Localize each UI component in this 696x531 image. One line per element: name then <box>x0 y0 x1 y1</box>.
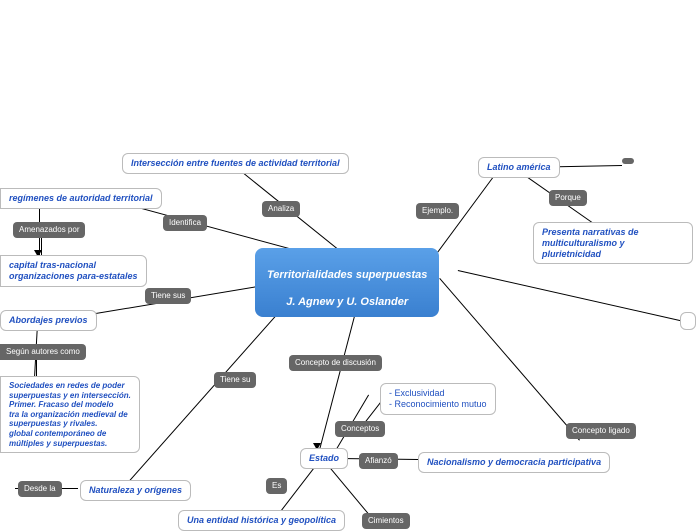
label-afianzo: Afianzó <box>359 453 398 469</box>
label-concepto-disc: Concepto de discusión <box>289 355 382 371</box>
node-estado[interactable]: Estado <box>300 448 348 469</box>
node-exclusividad[interactable]: - Exclusividad - Reconocimiento mutuo <box>380 383 496 415</box>
node-interseccion[interactable]: Intersección entre fuentes de actividad … <box>122 153 349 174</box>
label-cimientos: Cimientos <box>362 513 410 529</box>
node-capital[interactable]: capital tras-nacional organizaciones par… <box>0 255 147 287</box>
node-naturaleza[interactable]: Naturaleza y orígenes <box>80 480 191 501</box>
node-narrativas[interactable]: Presenta narrativas de multiculturalismo… <box>533 222 693 264</box>
label-tiene-sus: Tiene sus <box>145 288 191 304</box>
label-desde-la: Desde la <box>18 481 62 497</box>
label-conceptos: Conceptos <box>335 421 385 437</box>
node-edge-right[interactable] <box>680 312 696 330</box>
central-line2: J. Agnew y U. Oslander <box>286 296 408 308</box>
label-concepto-ligado: Concepto ligado <box>566 423 636 439</box>
node-sociedades[interactable]: Sociedades en redes de poder superpuesta… <box>0 376 140 453</box>
node-regimenes[interactable]: regímenes de autoridad territorial <box>0 188 162 209</box>
node-nacionalismo[interactable]: Nacionalismo y democracia participativa <box>418 452 610 473</box>
central-line1: Territorialidades superpuestas <box>267 269 427 281</box>
label-es: Es <box>266 478 287 494</box>
label-porque: Porque <box>549 190 587 206</box>
label-analiza: Analiza <box>262 201 300 217</box>
central-node[interactable]: Territorialidades superpuestas J. Agnew … <box>255 248 439 317</box>
node-entidad[interactable]: Una entidad histórica y geopolítica <box>178 510 345 531</box>
label-tiene-su: Tiene su <box>214 372 256 388</box>
label-caso-concreto <box>622 158 634 164</box>
node-abordajes[interactable]: Abordajes previos <box>0 310 97 331</box>
label-identifica: Identifica <box>163 215 207 231</box>
label-segun-autores: Según autores como <box>0 344 86 360</box>
label-ejemplo: Ejemplo. <box>416 203 459 219</box>
node-latino[interactable]: Latino américa <box>478 157 560 178</box>
label-amenazados: Amenazados por <box>13 222 85 238</box>
